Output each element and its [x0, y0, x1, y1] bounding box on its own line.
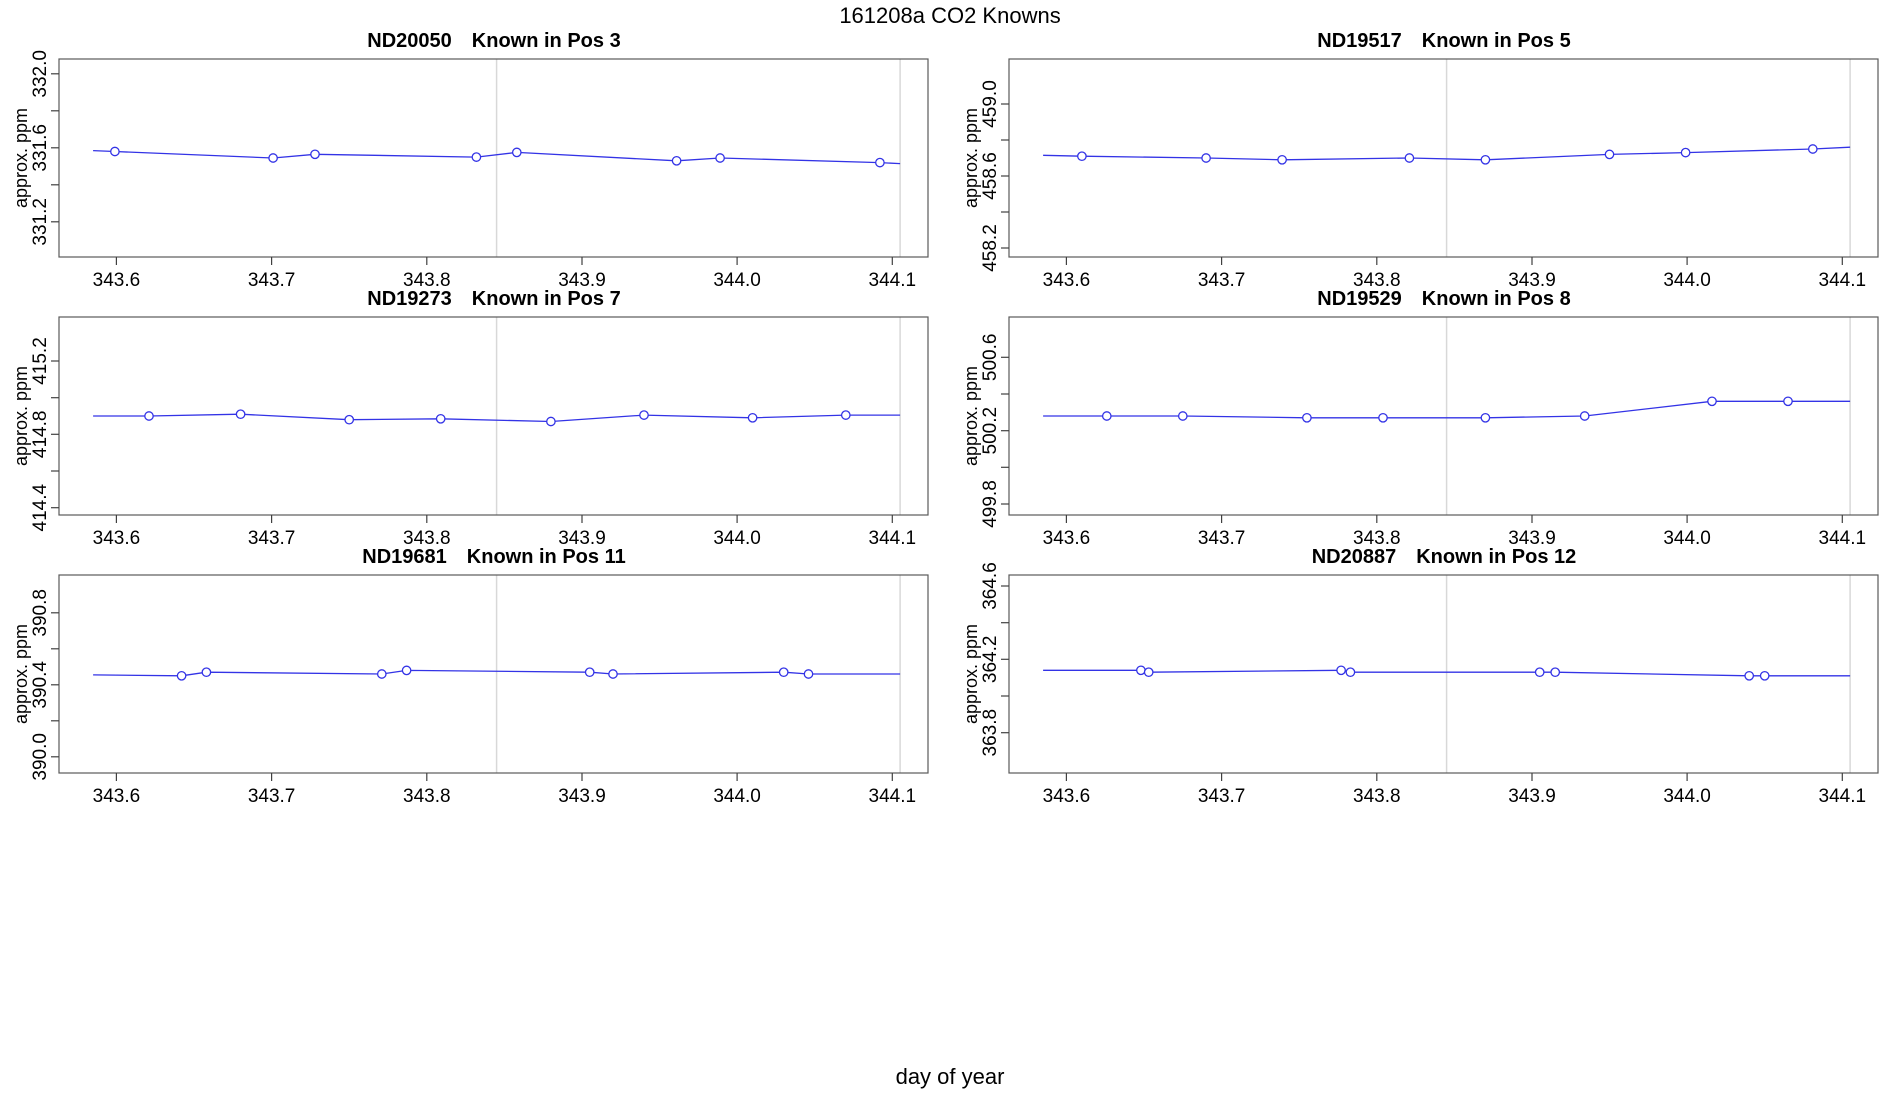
svg-text:343.8: 343.8 — [1353, 786, 1401, 807]
svg-text:344.0: 344.0 — [713, 270, 761, 291]
x-axis-label: day of year — [895, 1064, 1005, 1089]
svg-text:344.0: 344.0 — [713, 786, 761, 807]
svg-text:414.8: 414.8 — [30, 411, 51, 459]
svg-text:343.7: 343.7 — [1198, 270, 1246, 291]
subplot-title-pos11: ND19681 Known in Pos 11 — [244, 546, 744, 569]
standard-id: ND19529 — [1317, 288, 1402, 310]
svg-text:344.1: 344.1 — [869, 528, 917, 549]
svg-text:343.7: 343.7 — [248, 528, 296, 549]
svg-text:458.6: 458.6 — [980, 152, 1001, 200]
svg-text:414.4: 414.4 — [30, 483, 51, 531]
svg-text:343.9: 343.9 — [558, 786, 606, 807]
svg-text:343.9: 343.9 — [1508, 786, 1556, 807]
svg-text:390.0: 390.0 — [30, 733, 51, 781]
svg-text:343.9: 343.9 — [1508, 528, 1556, 549]
position-label: Known in Pos 7 — [471, 288, 621, 310]
position-label: Known in Pos 11 — [466, 546, 626, 568]
y-axis-label: approx. ppm — [961, 623, 981, 725]
standard-id: ND19273 — [367, 288, 452, 310]
svg-text:343.9: 343.9 — [558, 528, 606, 549]
position-label: Known in Pos 5 — [1421, 30, 1571, 52]
svg-text:344.1: 344.1 — [869, 786, 917, 807]
svg-text:343.6: 343.6 — [93, 270, 141, 291]
standard-id: ND20887 — [1311, 546, 1397, 568]
svg-text:344.0: 344.0 — [1663, 528, 1711, 549]
svg-text:344.0: 344.0 — [1663, 270, 1711, 291]
subplot-title-pos8: ND19529 Known in Pos 8 — [1194, 288, 1694, 311]
svg-text:343.6: 343.6 — [93, 786, 141, 807]
svg-text:343.7: 343.7 — [248, 786, 296, 807]
y-axis-label: approx. ppm — [961, 107, 981, 209]
svg-text:343.6: 343.6 — [1043, 270, 1091, 291]
svg-text:343.9: 343.9 — [1508, 270, 1556, 291]
svg-text:415.2: 415.2 — [30, 337, 51, 385]
svg-text:390.4: 390.4 — [30, 661, 51, 709]
svg-text:343.7: 343.7 — [1198, 786, 1246, 807]
svg-text:343.7: 343.7 — [248, 270, 296, 291]
position-label: Known in Pos 12 — [1416, 546, 1577, 568]
svg-text:344.0: 344.0 — [713, 528, 761, 549]
subplot-title-pos12: ND20887 Known in Pos 12 — [1194, 546, 1694, 569]
svg-text:331.2: 331.2 — [30, 198, 51, 246]
svg-text:343.6: 343.6 — [93, 528, 141, 549]
subplot-title-pos5: ND19517 Known in Pos 5 — [1194, 30, 1694, 53]
subplot-title-pos7: ND19273 Known in Pos 7 — [244, 288, 744, 311]
y-axis-label: approx. ppm — [11, 107, 31, 209]
y-axis-label: approx. ppm — [961, 365, 981, 467]
svg-text:332.0: 332.0 — [30, 50, 51, 98]
svg-text:344.1: 344.1 — [1819, 786, 1867, 807]
position-label: Known in Pos 3 — [471, 30, 621, 52]
svg-text:343.6: 343.6 — [1043, 786, 1091, 807]
y-axis-label: approx. ppm — [11, 623, 31, 725]
svg-text:390.8: 390.8 — [30, 589, 51, 637]
svg-text:343.8: 343.8 — [403, 528, 451, 549]
svg-text:499.8: 499.8 — [980, 480, 1001, 528]
svg-text:364.6: 364.6 — [980, 562, 1001, 610]
svg-text:343.6: 343.6 — [1043, 528, 1091, 549]
svg-text:343.8: 343.8 — [1353, 270, 1401, 291]
page-title: 161208a CO2 Knowns — [839, 3, 1061, 28]
svg-text:364.2: 364.2 — [980, 636, 1001, 684]
standard-id: ND19681 — [362, 546, 447, 568]
standard-id: ND19517 — [1317, 30, 1402, 52]
svg-text:500.2: 500.2 — [980, 407, 1001, 455]
svg-text:363.8: 363.8 — [980, 709, 1001, 757]
svg-text:343.7: 343.7 — [1198, 528, 1246, 549]
subplot-title-pos3: ND20050 Known in Pos 3 — [244, 30, 744, 53]
svg-text:331.6: 331.6 — [30, 124, 51, 172]
svg-text:500.6: 500.6 — [980, 334, 1001, 382]
svg-text:343.9: 343.9 — [558, 270, 606, 291]
y-axis-label: approx. ppm — [11, 365, 31, 467]
svg-text:343.8: 343.8 — [403, 270, 451, 291]
svg-text:344.1: 344.1 — [1819, 528, 1867, 549]
svg-text:459.0: 459.0 — [980, 80, 1001, 128]
svg-text:344.0: 344.0 — [1663, 786, 1711, 807]
svg-text:344.1: 344.1 — [1819, 270, 1867, 291]
standard-id: ND20050 — [367, 30, 452, 52]
svg-text:343.8: 343.8 — [1353, 528, 1401, 549]
position-label: Known in Pos 8 — [1421, 288, 1571, 310]
svg-text:344.1: 344.1 — [869, 270, 917, 291]
svg-text:343.8: 343.8 — [403, 786, 451, 807]
svg-text:458.2: 458.2 — [980, 224, 1001, 272]
